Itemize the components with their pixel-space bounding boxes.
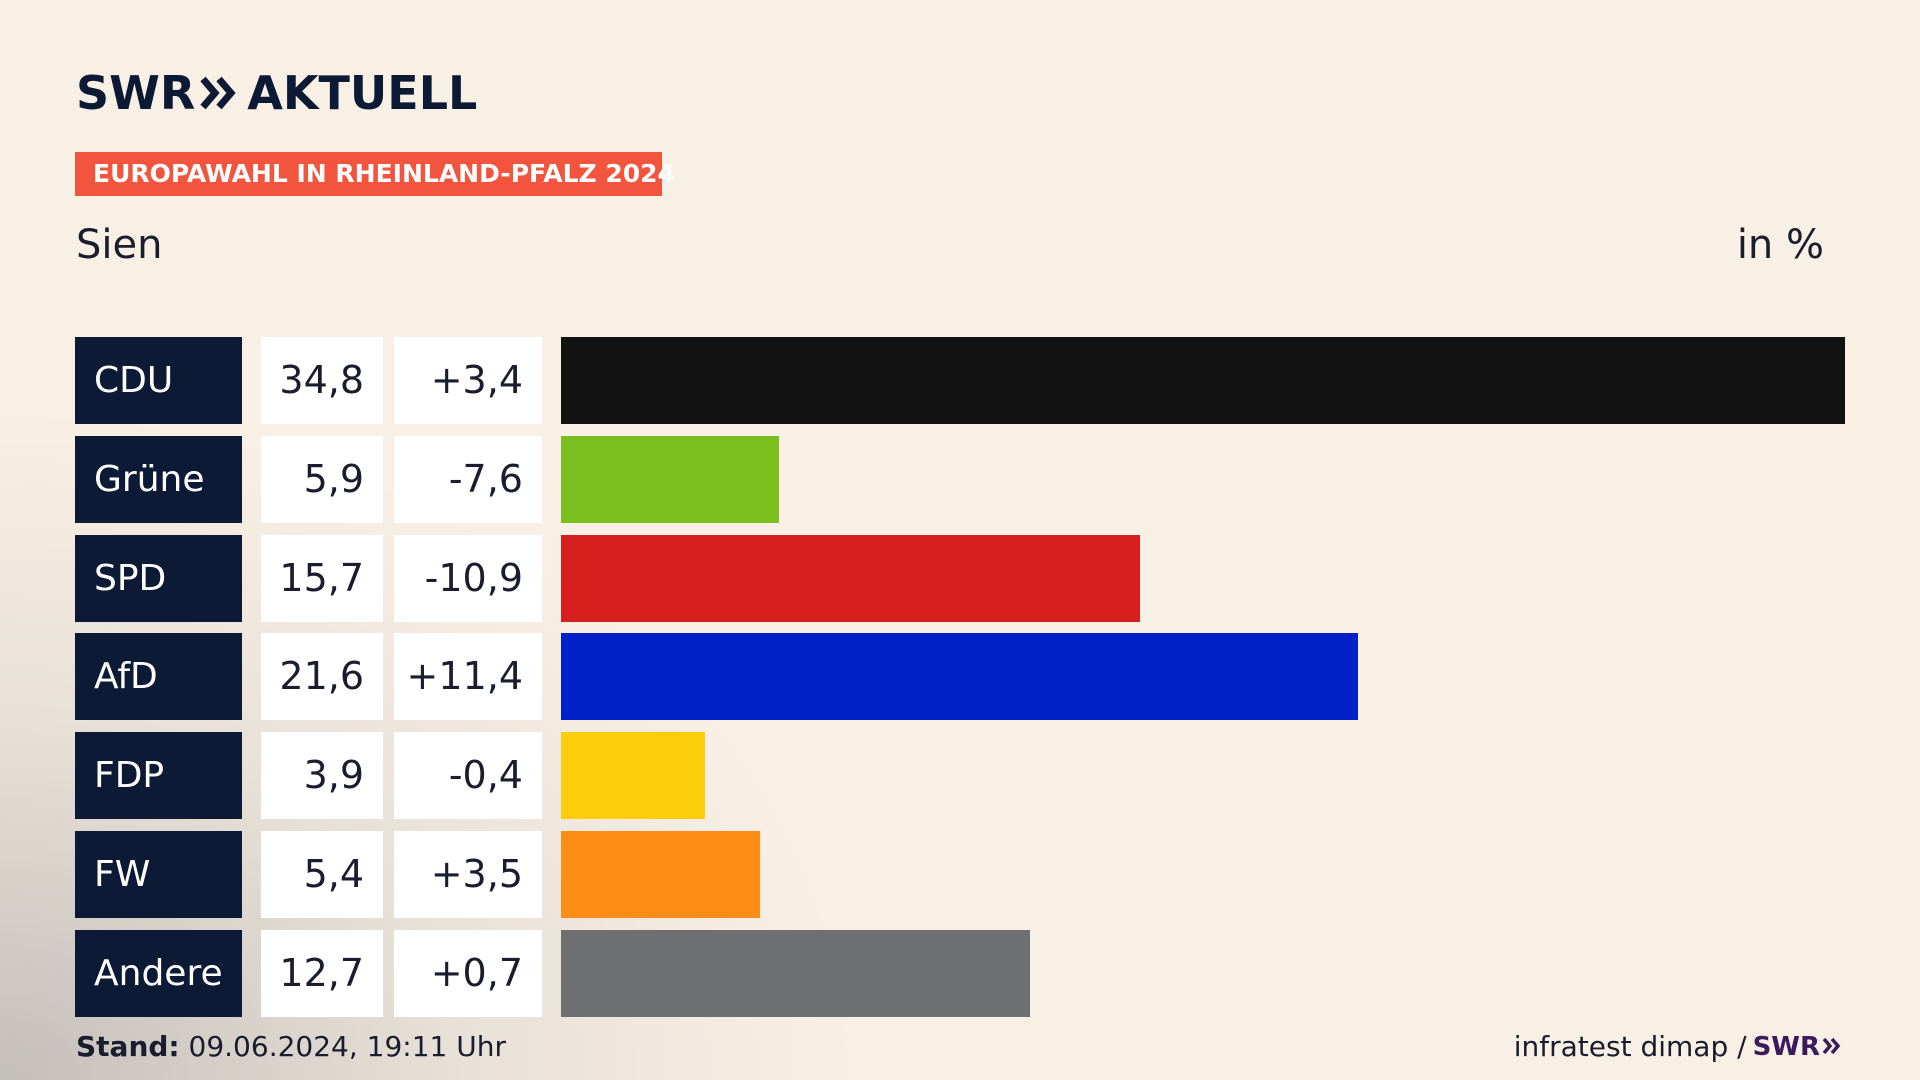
vote-share-label: 12,7 bbox=[261, 930, 383, 1017]
party-label: Grüne bbox=[75, 436, 242, 523]
double-chevron-icon bbox=[200, 76, 236, 110]
source-text: infratest dimap / bbox=[1513, 1030, 1747, 1063]
change-label: +3,5 bbox=[394, 831, 542, 918]
source-credit: infratest dimap / SWR bbox=[1514, 1030, 1844, 1063]
result-bar bbox=[561, 831, 760, 918]
chart-row: CDU 34,8 +3,4 bbox=[0, 337, 1920, 424]
stand-label: Stand: bbox=[76, 1030, 180, 1063]
party-label: FDP bbox=[75, 732, 242, 819]
result-bar bbox=[561, 337, 1845, 424]
stand-value: 09.06.2024, 19:11 Uhr bbox=[188, 1030, 506, 1063]
double-chevron-icon bbox=[1822, 1037, 1841, 1054]
party-label: AfD bbox=[75, 633, 242, 720]
party-label: CDU bbox=[75, 337, 242, 424]
party-label: FW bbox=[75, 831, 242, 918]
swr-aktuell-logo: SWR AKTUELL bbox=[76, 70, 477, 116]
swr-footer-logo: SWR bbox=[1753, 1032, 1844, 1062]
logo-aktuell: AKTUELL bbox=[247, 66, 478, 120]
logo-swr: SWR bbox=[76, 66, 196, 120]
timestamp: Stand: 09.06.2024, 19:11 Uhr bbox=[76, 1030, 506, 1063]
change-label: -0,4 bbox=[394, 732, 542, 819]
change-label: +0,7 bbox=[394, 930, 542, 1017]
chart-row: SPD 15,7 -10,9 bbox=[0, 535, 1920, 622]
result-bar bbox=[561, 436, 779, 523]
unit-label: in % bbox=[1736, 222, 1824, 268]
change-label: -7,6 bbox=[394, 436, 542, 523]
change-label: -10,9 bbox=[394, 535, 542, 622]
change-label: +3,4 bbox=[394, 337, 542, 424]
chart-row: AfD 21,6 +11,4 bbox=[0, 633, 1920, 720]
chart-row: Grüne 5,9 -7,6 bbox=[0, 436, 1920, 523]
change-label: +11,4 bbox=[394, 633, 542, 720]
vote-share-label: 21,6 bbox=[261, 633, 383, 720]
chart-subtitle: Sien bbox=[76, 222, 163, 268]
vote-share-label: 15,7 bbox=[261, 535, 383, 622]
result-bar bbox=[561, 633, 1358, 720]
party-label: SPD bbox=[75, 535, 242, 622]
vote-share-label: 3,9 bbox=[261, 732, 383, 819]
result-bar bbox=[561, 732, 705, 819]
chart-row: FDP 3,9 -0,4 bbox=[0, 732, 1920, 819]
party-label: Andere bbox=[75, 930, 242, 1017]
chart-row: Andere 12,7 +0,7 bbox=[0, 930, 1920, 1017]
vote-share-label: 5,9 bbox=[261, 436, 383, 523]
vote-share-label: 34,8 bbox=[261, 337, 383, 424]
result-bar bbox=[561, 535, 1140, 622]
vote-share-label: 5,4 bbox=[261, 831, 383, 918]
chart-row: FW 5,4 +3,5 bbox=[0, 831, 1920, 918]
election-badge: EUROPAWAHL IN RHEINLAND-PFALZ 2024 bbox=[75, 152, 675, 196]
result-bar bbox=[561, 930, 1030, 1017]
